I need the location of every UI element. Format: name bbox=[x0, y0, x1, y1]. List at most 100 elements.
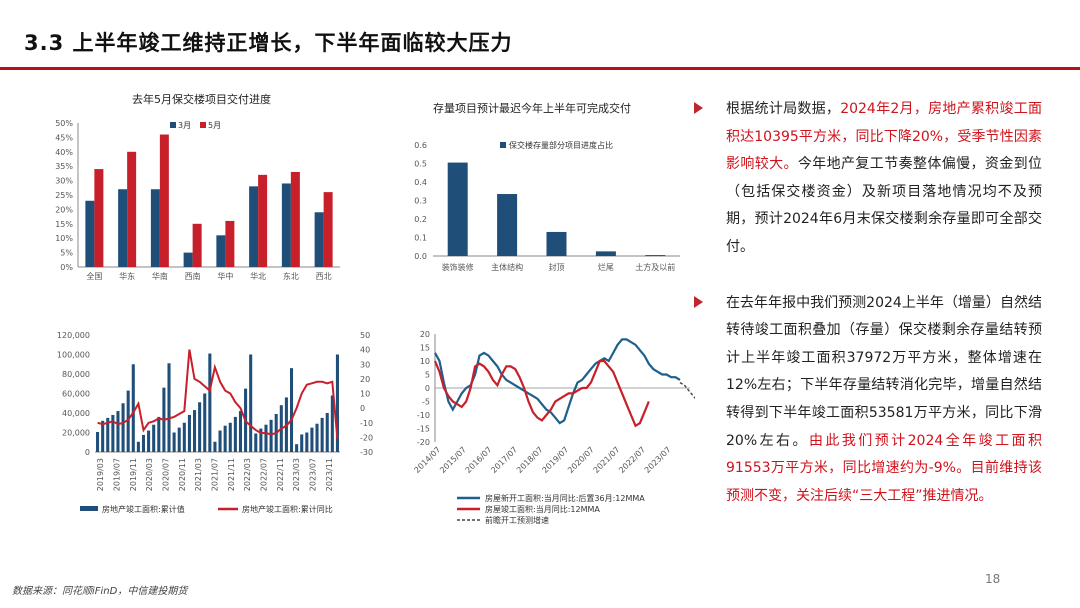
line-newstart-yoy bbox=[434, 338, 681, 425]
y-tick-label: 0 bbox=[425, 384, 430, 393]
bar-completion-cumulative bbox=[136, 441, 140, 452]
legend-label-bars: 房地产竣工面积:累计值 bbox=[102, 504, 185, 514]
bar-华北-3月 bbox=[249, 186, 259, 267]
bar-华南-3月 bbox=[150, 189, 160, 267]
legend-label-line: 房地产竣工面积:累计同比 bbox=[242, 504, 333, 514]
line-chart-newstart-completion: -20 -15 -10 -5 0 5 10 15 20 2014/072015/072016/07… bbox=[413, 330, 695, 525]
x-tick-label: 2023/03 bbox=[292, 458, 301, 491]
x-tick-label: 装饰装修 bbox=[442, 262, 474, 272]
legend-label: 3月 bbox=[178, 121, 191, 130]
y-left-tick-label: 60,000 bbox=[62, 390, 90, 399]
x-tick-label: 2019/07 bbox=[113, 458, 122, 491]
x-tick-label: 全国 bbox=[86, 271, 102, 281]
bar-completion-cumulative bbox=[101, 420, 105, 452]
x-tick-label: 2021/07 bbox=[592, 445, 622, 475]
y-tick-label: -10 bbox=[417, 411, 430, 420]
y-tick-label: 15 bbox=[420, 344, 430, 353]
analysis-bullets: 根据统计局数据，2024年2月，房地产累积竣工面积达10395平方米，同比下降2… bbox=[690, 96, 1042, 510]
chart-title: 存量项目预计最迟今年上半年可完成交付 bbox=[433, 102, 631, 115]
y-tick-label: -20 bbox=[417, 438, 430, 447]
x-tick-label: 封顶 bbox=[549, 262, 565, 272]
y-right-tick-label: -20 bbox=[360, 433, 373, 442]
page-number: 18 bbox=[985, 572, 1001, 586]
bullet-1-text-a: 根据统计局数据， bbox=[726, 101, 841, 117]
x-tick-label: 土方及以前 bbox=[635, 262, 675, 272]
arrow-bullet-icon bbox=[694, 295, 703, 308]
x-tick-label: 西北 bbox=[316, 272, 332, 281]
bar-completion-cumulative bbox=[203, 393, 207, 452]
x-tick-label: 2019/11 bbox=[129, 458, 138, 491]
y-left-tick-label: 120,000 bbox=[57, 331, 90, 340]
y-tick-label: 5% bbox=[60, 249, 73, 258]
y-tick-label: 30% bbox=[55, 177, 73, 186]
bar-装饰装修 bbox=[447, 162, 468, 256]
bar-土方及以前 bbox=[645, 255, 666, 256]
x-tick-label: 2019/03 bbox=[96, 458, 105, 491]
bar-chart-progress-share: 0.0 0.1 0.2 0.3 0.4 0.5 0.6 装饰装修 主体结构 封顶 烂尾 土方及以前 保交… bbox=[414, 140, 680, 272]
y-tick-label: -15 bbox=[417, 425, 430, 434]
bar-completion-cumulative bbox=[152, 424, 156, 452]
bar-西南-5月 bbox=[192, 223, 202, 267]
bar-chart-regions: 0% 5% 10% 15% 20% 25% 30% 35% 40% 45% 50% 全国 华东 华南 西南 华… bbox=[55, 119, 340, 281]
y-tick-label: 0% bbox=[60, 263, 73, 272]
bar-completion-cumulative bbox=[193, 410, 197, 452]
x-tick-label: 2021/11 bbox=[227, 458, 236, 491]
y-tick-label: 10 bbox=[420, 357, 430, 366]
bar-completion-cumulative bbox=[335, 354, 339, 452]
bullet-1-text-b: 2024年2月，房地产累积竣工面积达10395平方米，同比下降20%，受季节性因… bbox=[726, 101, 1042, 173]
y-right-tick-label: 40 bbox=[360, 346, 370, 355]
bar-completion-cumulative bbox=[300, 434, 304, 452]
chart-completion-area: 0 20,000 40,000 60,000 80,000 100,000 120,000 -… bbox=[40, 320, 385, 520]
y-tick-label: -5 bbox=[422, 398, 430, 407]
bar-completion-cumulative bbox=[233, 416, 237, 452]
bar-completion-cumulative bbox=[264, 424, 268, 452]
bar-全国-3月 bbox=[85, 200, 95, 267]
x-tick-label: 2023/11 bbox=[325, 458, 334, 491]
bar-西北-3月 bbox=[314, 212, 324, 267]
bar-completion-cumulative bbox=[305, 432, 309, 452]
x-tick-label: 2023/07 bbox=[309, 458, 318, 491]
bullet-2-text-b: 由此我们预计2024全年竣工面积91553万平方米，同比增速约为-9%。目前维持… bbox=[726, 432, 1042, 504]
y-right-tick-label: -10 bbox=[360, 419, 373, 428]
bar-completion-cumulative bbox=[177, 427, 181, 452]
bullet-paragraph-2: 在去年年报中我们预测2024上半年（增量）自然结转待竣工面积叠加（存量）保交楼剩… bbox=[690, 290, 1042, 511]
x-tick-label: 2022/07 bbox=[260, 458, 269, 491]
y-tick-label: 0.0 bbox=[414, 252, 427, 261]
x-tick-label: 2021/07 bbox=[211, 458, 220, 491]
y-right-tick-label: 30 bbox=[360, 360, 370, 369]
y-right-tick-label: 10 bbox=[360, 390, 370, 399]
y-tick-label: 0.6 bbox=[414, 141, 427, 150]
y-tick-label: 0.2 bbox=[414, 215, 427, 224]
bar-completion-cumulative bbox=[325, 413, 329, 452]
x-tick-label: 2017/07 bbox=[489, 445, 519, 475]
bar-completion-cumulative bbox=[182, 422, 186, 452]
bar-completion-cumulative bbox=[106, 417, 110, 452]
x-tick-label: 华东 bbox=[119, 271, 135, 281]
legend-label: 前瞻开工预测增速 bbox=[485, 515, 549, 525]
bullet-1-text-c: 今年地产复工节奏整体偏慢，资金到位（包括保交楼资金）及新项目落地情况均不及预期，… bbox=[726, 156, 1043, 255]
y-tick-label: 20 bbox=[420, 330, 430, 339]
x-tick-label: 2022/11 bbox=[276, 458, 285, 491]
y-tick-label: 25% bbox=[55, 191, 73, 200]
bar-completion-cumulative bbox=[126, 390, 130, 452]
y-left-tick-label: 100,000 bbox=[57, 351, 90, 360]
bar-completion-cumulative bbox=[310, 427, 314, 452]
chart-title: 去年5月保交楼项目交付进度 bbox=[132, 93, 271, 106]
y-tick-label: 0.1 bbox=[414, 234, 427, 243]
y-left-tick-label: 20,000 bbox=[62, 429, 90, 438]
x-tick-label: 2020/03 bbox=[145, 458, 154, 491]
y-tick-label: 0.4 bbox=[414, 178, 427, 187]
bar-东北-3月 bbox=[281, 183, 291, 267]
x-tick-label: 东北 bbox=[283, 271, 299, 281]
legend-label: 保交楼存量部分项目进度占比 bbox=[509, 140, 613, 150]
y-tick-label: 15% bbox=[55, 220, 73, 229]
bar-东北-5月 bbox=[290, 171, 300, 267]
x-tick-label: 2023/07 bbox=[643, 445, 673, 475]
bar-华南-5月 bbox=[159, 134, 169, 267]
bar-completion-cumulative bbox=[228, 422, 232, 452]
y-right-tick-label: 20 bbox=[360, 375, 370, 384]
x-tick-label: 2015/07 bbox=[438, 445, 468, 475]
bar-completion-cumulative bbox=[320, 417, 324, 452]
bar-completion-cumulative bbox=[198, 402, 202, 452]
bar-completion-cumulative bbox=[157, 416, 161, 452]
